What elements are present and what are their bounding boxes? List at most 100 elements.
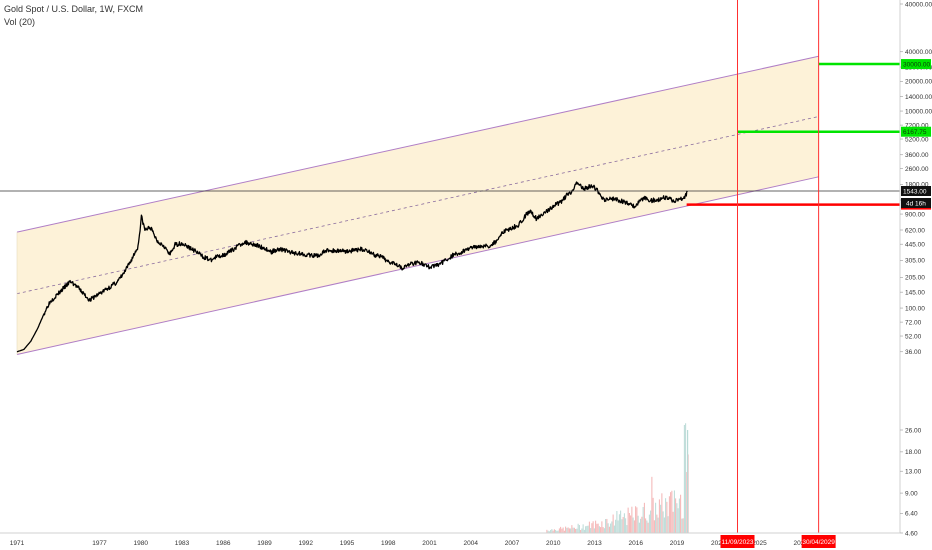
x-tick-label: 2013 (587, 540, 602, 547)
volume-bar (580, 530, 582, 533)
volume-bar (683, 424, 685, 533)
volume-bar (645, 518, 647, 533)
volume-bar (563, 530, 565, 533)
x-tick-label: 1989 (257, 540, 272, 547)
volume-bar (662, 511, 664, 533)
volume-bar (658, 499, 660, 533)
volume-tick-label: 9.00 (905, 490, 918, 497)
volume-bar (682, 518, 684, 533)
volume-bar (623, 513, 625, 533)
volume-bar (611, 521, 613, 533)
indicator-label: Vol (20) (4, 17, 36, 27)
volume-bar (631, 506, 633, 533)
x-axis: 1971 1977 1980 1983 1986 1989 1992 1995 1998 2001… (0, 532, 900, 550)
volume-bar (606, 518, 608, 533)
x-tick-label: 2016 (629, 540, 644, 547)
date-marker-tag: 30/04/2029 (802, 539, 835, 546)
volume-bar (595, 520, 597, 533)
volume-bar (620, 510, 622, 533)
volume-bar (640, 518, 642, 533)
vertical-markers (737, 0, 820, 533)
volume-bar (675, 498, 677, 533)
current-price-tag-bg (901, 186, 931, 196)
volume-bar (551, 529, 553, 533)
x-tick-label: 2001 (422, 540, 437, 547)
current-price-tag: 1543.00 (903, 188, 927, 195)
volume-bar (598, 526, 600, 533)
volume-bar (602, 527, 604, 533)
y-tick-label: 900.00 (905, 211, 925, 218)
volume-bar (566, 527, 568, 533)
channel-lower-line (16, 176, 819, 355)
volume-bar (663, 517, 665, 533)
volume-bar (561, 528, 563, 533)
volume-bars (546, 423, 689, 533)
volume-bar (630, 515, 632, 533)
y-tick-label: 620.00 (905, 227, 925, 234)
x-tick-label: 2004 (464, 540, 479, 547)
volume-bar (547, 530, 549, 533)
y-tick-label: 36.00 (905, 349, 922, 356)
y-tick-label: 2600.00 (905, 166, 929, 173)
y-tick-label: 145.00 (905, 289, 925, 296)
volume-bar (548, 531, 550, 533)
volume-bar (577, 523, 579, 533)
volume-tick-label: 6.40 (905, 511, 918, 518)
y-axis-panel (900, 0, 932, 550)
volume-bar (678, 498, 680, 533)
y-tick-label: 40000.00 (905, 49, 932, 56)
volume-bar (653, 520, 655, 533)
date-marker-tag: 11/09/2023 (721, 539, 753, 546)
volume-bar (605, 519, 607, 533)
volume-bar (670, 492, 672, 533)
volume-bar (565, 526, 567, 533)
channel-upper-line (16, 55, 819, 233)
volume-bar (576, 528, 578, 533)
volume-bar (671, 490, 673, 533)
volume-bar (600, 527, 602, 533)
volume-bar (621, 519, 623, 533)
volume-bar (555, 530, 557, 533)
x-tick-label: 1986 (216, 540, 231, 547)
volume-bar (686, 472, 688, 533)
x-tick-label: 2022 (711, 540, 726, 547)
volume-bar (562, 527, 564, 533)
volume-bar (570, 528, 572, 533)
volume-bar (552, 530, 554, 533)
y-tick-label: 14000.00 (905, 94, 932, 101)
x-tick-label: 1971 (10, 540, 25, 547)
volume-bar (558, 528, 560, 533)
volume-bar (643, 502, 645, 533)
volume-bar (616, 511, 618, 533)
x-tick-label: 2007 (505, 540, 520, 547)
date-marker-tag-bg (801, 535, 836, 548)
x-tick-label: 1998 (381, 540, 396, 547)
volume-bar (681, 518, 683, 533)
y-tick-label: 52.00 (905, 333, 922, 340)
x-tick-label: 1983 (175, 540, 190, 547)
volume-bar (655, 502, 657, 533)
volume-bar (660, 504, 662, 533)
x-tick-label: 2010 (546, 540, 561, 547)
volume-bar (601, 521, 603, 533)
countdown-tag: 4d 16h (906, 200, 926, 207)
volume-bar (596, 523, 598, 533)
x-tick-label: 1980 (134, 540, 149, 547)
y-tick-label: 3600.00 (905, 152, 929, 159)
volume-bar (613, 525, 615, 533)
volume-tick-label: 18.00 (905, 449, 922, 456)
countdown-tag-bg (901, 198, 931, 208)
price-line (16, 181, 688, 353)
volume-bar (628, 513, 630, 533)
x-tick-label: 1992 (299, 540, 314, 547)
volume-bar (636, 507, 638, 533)
volume-bar (656, 514, 658, 533)
volume-bar (680, 494, 682, 533)
x-axis-panel (0, 533, 900, 550)
y-tick-label: 10000.00 (905, 108, 932, 115)
y-tick-label: 305.00 (905, 258, 925, 265)
date-marker-tag-bg (720, 535, 755, 548)
volume-bar (587, 525, 589, 533)
volume-bar (642, 506, 644, 533)
